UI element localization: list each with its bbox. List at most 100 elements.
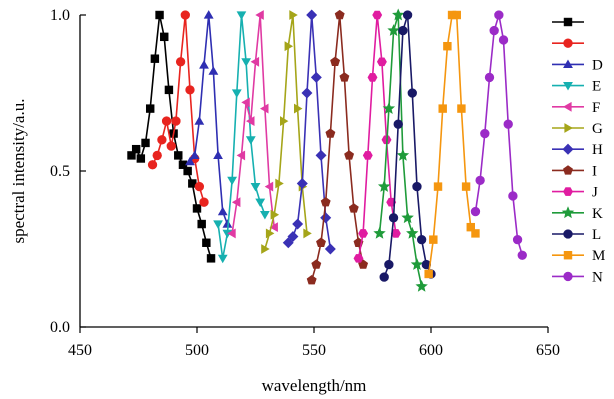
x-tick-label: 550 bbox=[302, 342, 326, 359]
data-point bbox=[255, 10, 264, 20]
data-point bbox=[379, 272, 389, 282]
data-point bbox=[250, 183, 261, 192]
series-layer bbox=[127, 8, 527, 292]
data-point bbox=[466, 222, 475, 232]
legend-marker bbox=[563, 229, 573, 239]
legend-item bbox=[552, 38, 584, 48]
x-axis-title: wavelength/nm bbox=[262, 376, 367, 395]
data-point bbox=[392, 8, 405, 21]
data-point bbox=[316, 237, 326, 247]
legend-item bbox=[552, 17, 584, 27]
data-point bbox=[461, 182, 471, 191]
series-h bbox=[282, 9, 336, 255]
data-point bbox=[213, 150, 223, 159]
series-line bbox=[264, 14, 308, 250]
legend-label: F bbox=[592, 100, 600, 116]
data-point bbox=[197, 219, 206, 229]
legend-marker bbox=[563, 82, 573, 91]
data-point bbox=[261, 244, 270, 254]
data-point bbox=[296, 177, 308, 189]
data-point bbox=[306, 9, 318, 21]
data-point bbox=[180, 10, 190, 20]
series-f bbox=[227, 10, 278, 239]
data-point bbox=[236, 150, 246, 161]
data-point bbox=[387, 24, 400, 36]
data-point bbox=[306, 275, 317, 285]
data-point bbox=[301, 87, 313, 99]
series-n bbox=[470, 10, 527, 260]
data-point bbox=[424, 269, 433, 279]
data-point bbox=[382, 102, 396, 114]
legend-marker bbox=[563, 38, 573, 48]
series-m bbox=[424, 10, 480, 279]
data-point bbox=[202, 238, 211, 247]
data-point bbox=[362, 151, 373, 160]
data-point bbox=[227, 228, 236, 239]
y-axis-title: spectral intensity/a.u. bbox=[9, 99, 28, 244]
data-point bbox=[270, 209, 280, 220]
series-l bbox=[379, 10, 436, 282]
legend-marker bbox=[563, 17, 573, 27]
data-point bbox=[161, 116, 172, 126]
legend-item: H bbox=[552, 142, 603, 158]
data-point bbox=[330, 56, 341, 66]
data-point bbox=[415, 279, 428, 292]
data-point bbox=[372, 10, 383, 20]
y-tick-label: 0.5 bbox=[50, 163, 70, 180]
data-point bbox=[470, 206, 481, 217]
data-point bbox=[293, 103, 303, 114]
data-point bbox=[194, 116, 205, 125]
data-point bbox=[245, 136, 256, 145]
data-point bbox=[412, 181, 422, 192]
series-g bbox=[261, 10, 312, 254]
legend-marker bbox=[563, 165, 573, 175]
data-point bbox=[348, 203, 359, 213]
data-point bbox=[160, 32, 169, 42]
data-point bbox=[388, 213, 399, 223]
data-point bbox=[384, 259, 394, 270]
data-point bbox=[339, 72, 350, 82]
data-point bbox=[429, 235, 438, 244]
data-point bbox=[480, 128, 490, 139]
data-point bbox=[217, 254, 228, 264]
data-point bbox=[259, 211, 270, 220]
legend-item: J bbox=[552, 185, 598, 201]
x-tick-label: 650 bbox=[536, 342, 560, 359]
legend-item: D bbox=[552, 57, 603, 73]
data-point bbox=[199, 60, 209, 69]
data-point bbox=[325, 128, 336, 138]
series-line bbox=[189, 14, 229, 225]
series-line bbox=[287, 14, 332, 250]
data-point bbox=[189, 150, 200, 159]
legend-marker bbox=[563, 59, 573, 68]
data-point bbox=[213, 220, 223, 229]
data-point bbox=[282, 237, 294, 249]
legend-marker bbox=[564, 123, 573, 133]
legend-marker bbox=[562, 143, 574, 155]
legend-item: E bbox=[552, 79, 601, 95]
data-point bbox=[145, 104, 155, 113]
legend-label: M bbox=[592, 248, 605, 264]
data-point bbox=[136, 154, 146, 163]
data-point bbox=[217, 206, 228, 216]
data-point bbox=[471, 229, 480, 238]
data-point bbox=[185, 156, 195, 166]
series-line bbox=[427, 14, 477, 275]
data-point bbox=[396, 148, 410, 161]
data-point bbox=[517, 250, 527, 260]
legend-item: L bbox=[552, 227, 601, 243]
data-point bbox=[265, 228, 275, 239]
x-tick-label: 450 bbox=[68, 342, 92, 359]
data-point bbox=[250, 56, 260, 67]
legend-label: N bbox=[592, 269, 603, 285]
legend-label: K bbox=[592, 206, 603, 222]
data-point bbox=[401, 211, 414, 224]
data-point bbox=[260, 103, 269, 114]
data-point bbox=[398, 25, 408, 36]
data-point bbox=[393, 119, 403, 129]
series-1 bbox=[147, 10, 209, 207]
y-axis-ticks: 0.0 0.5 1.0 bbox=[50, 7, 86, 336]
data-point bbox=[269, 222, 278, 233]
data-point bbox=[127, 151, 136, 160]
legend-marker bbox=[563, 271, 573, 282]
